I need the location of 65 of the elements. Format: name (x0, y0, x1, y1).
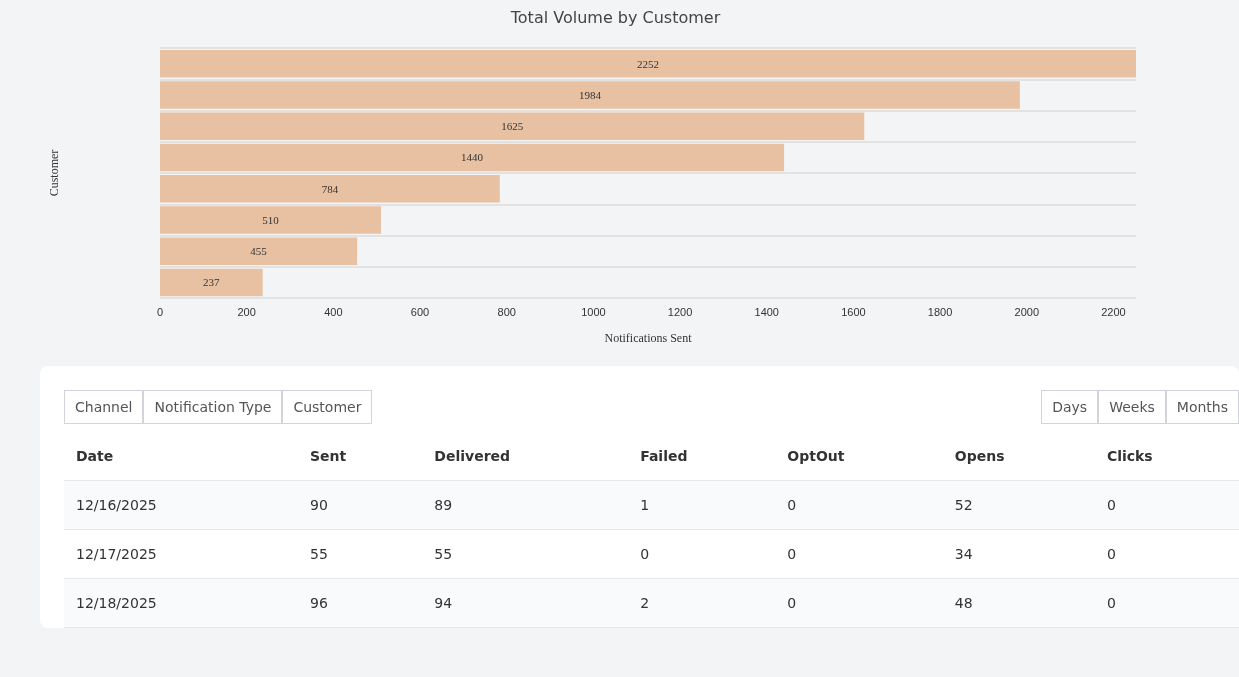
x-tick-label: 800 (497, 305, 516, 318)
text: 0 (639, 545, 651, 564)
data-label: 2252 (637, 57, 659, 70)
data-label: 455 (250, 245, 268, 258)
data-label: 510 (262, 213, 280, 226)
text: Sent (309, 447, 348, 466)
x-tick-label: 1000 (581, 305, 606, 318)
text: OptOut (786, 447, 846, 466)
text: 1 (639, 496, 651, 515)
text: 52 (953, 496, 974, 515)
text: Opens (953, 447, 1006, 466)
text: Days (1041, 390, 1099, 424)
x-tick-label: 2000 (1014, 305, 1040, 318)
text: 12/16/2025 (75, 496, 158, 515)
text: 96 (309, 594, 329, 613)
bar (160, 143, 785, 172)
text: 94 (433, 594, 454, 613)
text: 12/17/2025 (75, 545, 158, 564)
text: 0 (786, 545, 798, 564)
text: 0 (1105, 545, 1117, 564)
text: Months (1165, 390, 1239, 424)
text: 0 (1105, 594, 1117, 613)
data-label: 784 (321, 182, 339, 195)
bar (160, 81, 1020, 109)
text: Weeks (1098, 390, 1166, 424)
text: 0 (786, 594, 798, 613)
x-tick-label: 1600 (841, 305, 866, 318)
text: 34 (953, 545, 974, 564)
text: Customer (282, 390, 373, 424)
text: 0 (1105, 496, 1117, 515)
text: 0 (786, 496, 798, 515)
text: 90 (309, 496, 329, 515)
data-label: 1625 (501, 120, 524, 133)
x-tick-label: 1800 (927, 305, 953, 318)
bar (160, 237, 358, 265)
text: 55 (433, 545, 454, 564)
data-label: 237 (203, 276, 221, 289)
text: Channel (64, 390, 144, 424)
bar (160, 112, 865, 140)
text: 55 (309, 545, 329, 564)
x-axis-title: Notifications Sent (604, 331, 693, 345)
data-label: 1440 (461, 151, 484, 164)
text: 12/18/2025 (75, 594, 158, 613)
y-axis-title: Customer (47, 149, 61, 197)
data-label: 1984 (578, 88, 602, 101)
x-tick-label: 400 (324, 305, 343, 318)
x-tick-label: 0 (156, 305, 164, 318)
text: 89 (433, 496, 454, 515)
text: Date (75, 447, 115, 466)
text: Notification Type (143, 390, 283, 424)
text: Failed (639, 447, 689, 466)
text: 48 (953, 594, 974, 613)
chart-title: Total Volume by Customer (509, 7, 721, 27)
bar (160, 174, 500, 203)
x-tick-label: 200 (237, 305, 256, 318)
x-tick-label: 600 (410, 305, 430, 318)
bar (160, 49, 1136, 78)
x-tick-label: 2200 (1101, 305, 1126, 318)
text: Delivered (433, 447, 512, 466)
bar (160, 268, 263, 297)
x-tick-label: 1200 (667, 305, 693, 318)
text: 2 (639, 594, 651, 613)
x-tick-label: 1400 (754, 305, 779, 318)
bar (160, 206, 382, 234)
text: Clicks (1105, 447, 1154, 466)
